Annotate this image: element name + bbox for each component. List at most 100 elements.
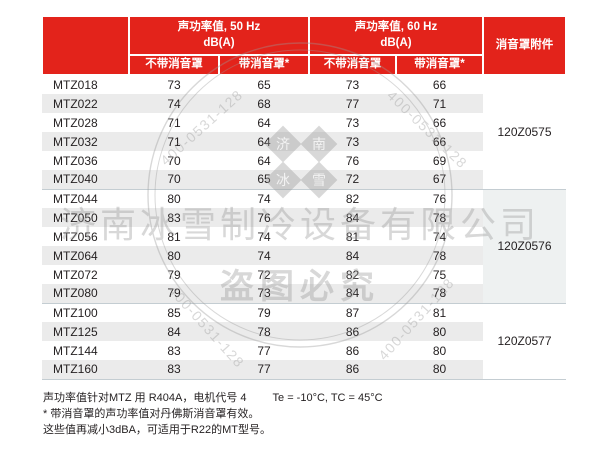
table-row: MTZ100 85 79 87 81 120Z0577 (42, 303, 566, 380)
table-header: 声功率值, 50 Hz dB(A) 声功率值, 60 Hz dB(A) 消音罩附… (41, 15, 567, 76)
value-cell: 74 (219, 189, 309, 208)
value-cell: 77 (219, 360, 309, 380)
value-cell: 68 (219, 94, 309, 113)
subheader-60hz-no-hood: 不带消音罩 (308, 54, 397, 76)
value-cell: 81 (309, 227, 396, 246)
attachment-cell: 120Z0575 (483, 75, 566, 190)
value-cell: 84 (309, 284, 396, 304)
value-cell: 84 (129, 322, 219, 341)
value-cell: 66 (396, 113, 483, 132)
table-row: MTZ160 83 77 86 80 (42, 360, 566, 380)
value-cell: 77 (309, 94, 396, 113)
value-cell: 65 (219, 75, 309, 94)
value-cell: 71 (129, 132, 219, 151)
footnote-line-3: 这些值再减小3dBA，可适用于R22的MT型号。 (43, 424, 271, 436)
table-row: MTZ032 71 64 73 66 (42, 132, 566, 151)
footnote-line-1: 声功率值针对MTZ 用 R404A，电机代号 4 Te = -10°C, TC =… (43, 390, 383, 406)
value-cell: 64 (219, 132, 309, 151)
model-cell: MTZ032 (42, 132, 129, 151)
value-cell: 73 (129, 75, 219, 94)
model-cell: MTZ080 (42, 284, 129, 304)
table-row: MTZ040 70 65 72 67 (42, 170, 566, 190)
value-cell: 70 (129, 170, 219, 190)
header-60hz-title: 声功率值, 60 Hz (354, 20, 438, 33)
value-cell: 80 (129, 246, 219, 265)
value-cell: 66 (396, 75, 483, 94)
header-sub-row: 不带消音罩 带消音罩* 不带消音罩 带消音罩* (42, 54, 566, 76)
value-cell: 80 (396, 360, 483, 380)
model-cell: MTZ028 (42, 113, 129, 132)
value-cell: 66 (396, 132, 483, 151)
value-cell: 74 (219, 246, 309, 265)
footnote-temperatures: Te = -10°C, TC = 45°C (272, 392, 383, 404)
value-cell: 80 (396, 322, 483, 341)
value-cell: 80 (129, 189, 219, 208)
model-cell: MTZ036 (42, 151, 129, 170)
table-row: MTZ080 79 73 84 78 (42, 284, 566, 304)
model-cell: MTZ064 (42, 246, 129, 265)
value-cell: 80 (396, 341, 483, 360)
value-cell: 84 (309, 246, 396, 265)
value-cell: 79 (129, 284, 219, 304)
model-cell: MTZ044 (42, 189, 129, 208)
value-cell: 79 (129, 265, 219, 284)
value-cell: 75 (396, 265, 483, 284)
subheader-50hz-hood: 带消音罩* (218, 54, 310, 76)
value-cell: 76 (309, 151, 396, 170)
value-cell: 82 (309, 189, 396, 208)
value-cell: 86 (309, 322, 396, 341)
table-row: MTZ072 79 72 82 75 (42, 265, 566, 284)
model-cell: MTZ022 (42, 94, 129, 113)
table-row: MTZ028 71 64 73 66 (42, 113, 566, 132)
subheader-60hz-hood: 带消音罩* (395, 54, 484, 76)
value-cell: 87 (309, 303, 396, 322)
model-cell: MTZ100 (42, 303, 129, 322)
value-cell: 64 (219, 151, 309, 170)
value-cell: 86 (309, 341, 396, 360)
value-cell: 78 (219, 322, 309, 341)
model-cell: MTZ056 (42, 227, 129, 246)
value-cell: 72 (219, 265, 309, 284)
value-cell: 76 (219, 208, 309, 227)
table-row: MTZ018 73 65 73 66 120Z0575 (42, 75, 566, 190)
value-cell: 64 (219, 113, 309, 132)
value-cell: 76 (396, 189, 483, 208)
model-cell: MTZ144 (42, 341, 129, 360)
value-cell: 73 (309, 132, 396, 151)
model-cell: MTZ040 (42, 170, 129, 190)
value-cell: 83 (129, 341, 219, 360)
value-cell: 83 (129, 360, 219, 380)
table-row: MTZ056 81 74 81 74 (42, 227, 566, 246)
footnotes: 声功率值针对MTZ 用 R404A，电机代号 4 Te = -10°C, TC =… (43, 390, 383, 438)
header-60hz-unit: dB(A) (380, 36, 412, 49)
attachment-cell: 120Z0576 (483, 189, 566, 304)
value-cell: 71 (396, 94, 483, 113)
table-row: MTZ036 70 64 76 69 (42, 151, 566, 170)
footnote-line-2: * 带消音罩的声功率值对丹佛斯消音罩有效。 (43, 408, 260, 420)
value-cell: 78 (396, 284, 483, 304)
value-cell: 72 (309, 170, 396, 190)
subheader-50hz-no-hood: 不带消音罩 (128, 54, 220, 76)
table-row: MTZ044 80 74 82 76 120Z0576 (42, 189, 566, 304)
value-cell: 73 (219, 284, 309, 304)
value-cell: 67 (396, 170, 483, 190)
value-cell: 74 (396, 227, 483, 246)
table-row: MTZ050 83 76 84 78 (42, 208, 566, 227)
header-50hz-title: 声功率值, 50 Hz (177, 20, 261, 33)
value-cell: 71 (129, 113, 219, 132)
model-cell: MTZ018 (42, 75, 129, 94)
value-cell: 82 (309, 265, 396, 284)
model-cell: MTZ072 (42, 265, 129, 284)
value-cell: 78 (396, 208, 483, 227)
value-cell: 81 (396, 303, 483, 322)
header-60hz: 声功率值, 60 Hz dB(A) (308, 15, 484, 56)
value-cell: 65 (219, 170, 309, 190)
value-cell: 74 (219, 227, 309, 246)
value-cell: 79 (219, 303, 309, 322)
value-cell: 70 (129, 151, 219, 170)
value-cell: 77 (219, 341, 309, 360)
attachment-cell: 120Z0577 (483, 303, 566, 380)
value-cell: 69 (396, 151, 483, 170)
table-row: MTZ144 83 77 86 80 (42, 341, 566, 360)
